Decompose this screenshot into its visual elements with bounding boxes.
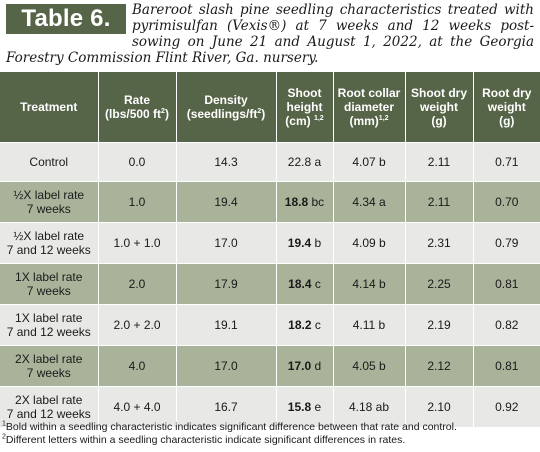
- header-treatment: Treatment: [0, 72, 99, 143]
- cell-root-dry-weight: 0.82: [473, 304, 540, 346]
- footnotes: 1Bold within a seedling characteristic i…: [2, 421, 538, 447]
- cell-treatment: 1X label rate 7 and 12 weeks: [0, 304, 99, 346]
- cell-shoot-height: 18.4 c: [276, 263, 334, 305]
- cell-shoot-height: 18.8 bc: [276, 181, 334, 223]
- caption-text: Bareroot slash pine seedling characteris…: [6, 2, 534, 66]
- header-root-dry-weight: Root dry weight (g): [473, 72, 540, 143]
- cell-shoot-height: 15.8 e: [276, 386, 334, 427]
- cell-root-collar: 4.09 b: [333, 222, 406, 264]
- cell-density: 17.0: [176, 345, 277, 387]
- cell-rate: 2.0 + 2.0: [98, 304, 177, 346]
- title-area: Bareroot slash pine seedling characteris…: [0, 0, 540, 70]
- cell-shoot-dry-weight: 2.12: [405, 345, 474, 387]
- cell-root-collar: 4.07 b: [333, 142, 406, 182]
- header-root-collar: Root collar diameter (mm)1,2: [333, 72, 406, 143]
- cell-rate: 4.0: [98, 345, 177, 387]
- table-row: 1X label rate 7 and 12 weeks 2.0 + 2.0 19.1…: [0, 304, 540, 346]
- cell-root-dry-weight: 0.81: [473, 263, 540, 305]
- cell-root-collar: 4.14 b: [333, 263, 406, 305]
- cell-treatment: ½X label rate 7 weeks: [0, 181, 99, 223]
- cell-shoot-dry-weight: 2.10: [405, 386, 474, 427]
- cell-rate: 4.0 + 4.0: [98, 386, 177, 427]
- cell-rate: 1.0 + 1.0: [98, 222, 177, 264]
- cell-treatment: ½X label rate 7 and 12 weeks: [0, 222, 99, 264]
- cell-shoot-height: 18.2 c: [276, 304, 334, 346]
- cell-shoot-dry-weight: 2.11: [405, 142, 474, 182]
- footnote-2: 2Different letters within a seedling cha…: [2, 433, 406, 447]
- cell-root-dry-weight: 0.70: [473, 181, 540, 223]
- cell-shoot-dry-weight: 2.25: [405, 263, 474, 305]
- cell-treatment: 2X label rate 7 and 12 weeks: [0, 386, 99, 427]
- cell-shoot-dry-weight: 2.11: [405, 181, 474, 223]
- table-row: 2X label rate 7 and 12 weeks 4.0 + 4.0 16.7…: [0, 386, 540, 427]
- cell-density: 17.0: [176, 222, 277, 264]
- cell-shoot-dry-weight: 2.19: [405, 304, 474, 346]
- header-shoot-height: Shoot height (cm) 1,2: [276, 72, 334, 143]
- cell-root-collar: 4.18 ab: [333, 386, 406, 427]
- cell-shoot-dry-weight: 2.31: [405, 222, 474, 264]
- cell-treatment: Control: [0, 142, 99, 182]
- header-rate: Rate (lbs/500 ft2): [98, 72, 177, 143]
- cell-density: 17.9: [176, 263, 277, 305]
- cell-treatment: 2X label rate 7 weeks: [0, 345, 99, 387]
- table-caption: Bareroot slash pine seedling characteris…: [6, 2, 534, 66]
- cell-root-dry-weight: 0.92: [473, 386, 540, 427]
- cell-density: 19.4: [176, 181, 277, 223]
- cell-shoot-height: 19.4 b: [276, 222, 334, 264]
- cell-rate: 2.0: [98, 263, 177, 305]
- data-table: Treatment Rate (lbs/500 ft2) Density (seed…: [0, 72, 540, 427]
- table-row: Control 0.0 14.3 22.8 a 4.07 b 2.11 0.71: [0, 142, 540, 182]
- cell-root-dry-weight: 0.71: [473, 142, 540, 182]
- cell-root-collar: 4.11 b: [333, 304, 406, 346]
- footnote-1: 1Bold within a seedling characteristic i…: [2, 420, 457, 434]
- cell-density: 14.3: [176, 142, 277, 182]
- header-row: Treatment Rate (lbs/500 ft2) Density (seed…: [0, 72, 540, 143]
- cell-density: 16.7: [176, 386, 277, 427]
- cell-shoot-height: 22.8 a: [276, 142, 334, 182]
- header-density: Density (seedlings/ft2): [176, 72, 277, 143]
- table-label-badge: Table 6.: [6, 4, 126, 34]
- cell-root-dry-weight: 0.79: [473, 222, 540, 264]
- table-row: ½X label rate 7 and 12 weeks 1.0 + 1.0 17.0…: [0, 222, 540, 264]
- cell-treatment: 1X label rate 7 weeks: [0, 263, 99, 305]
- cell-root-collar: 4.34 a: [333, 181, 406, 223]
- cell-rate: 0.0: [98, 142, 177, 182]
- header-shoot-dry-weight: Shoot dry weight (g): [405, 72, 474, 143]
- table-row: ½X label rate 7 weeks 1.0 19.4 18.8 bc 4.34 a…: [0, 181, 540, 223]
- cell-density: 19.1: [176, 304, 277, 346]
- cell-rate: 1.0: [98, 181, 177, 223]
- cell-shoot-height: 17.0 d: [276, 345, 334, 387]
- cell-root-dry-weight: 0.81: [473, 345, 540, 387]
- cell-root-collar: 4.05 b: [333, 345, 406, 387]
